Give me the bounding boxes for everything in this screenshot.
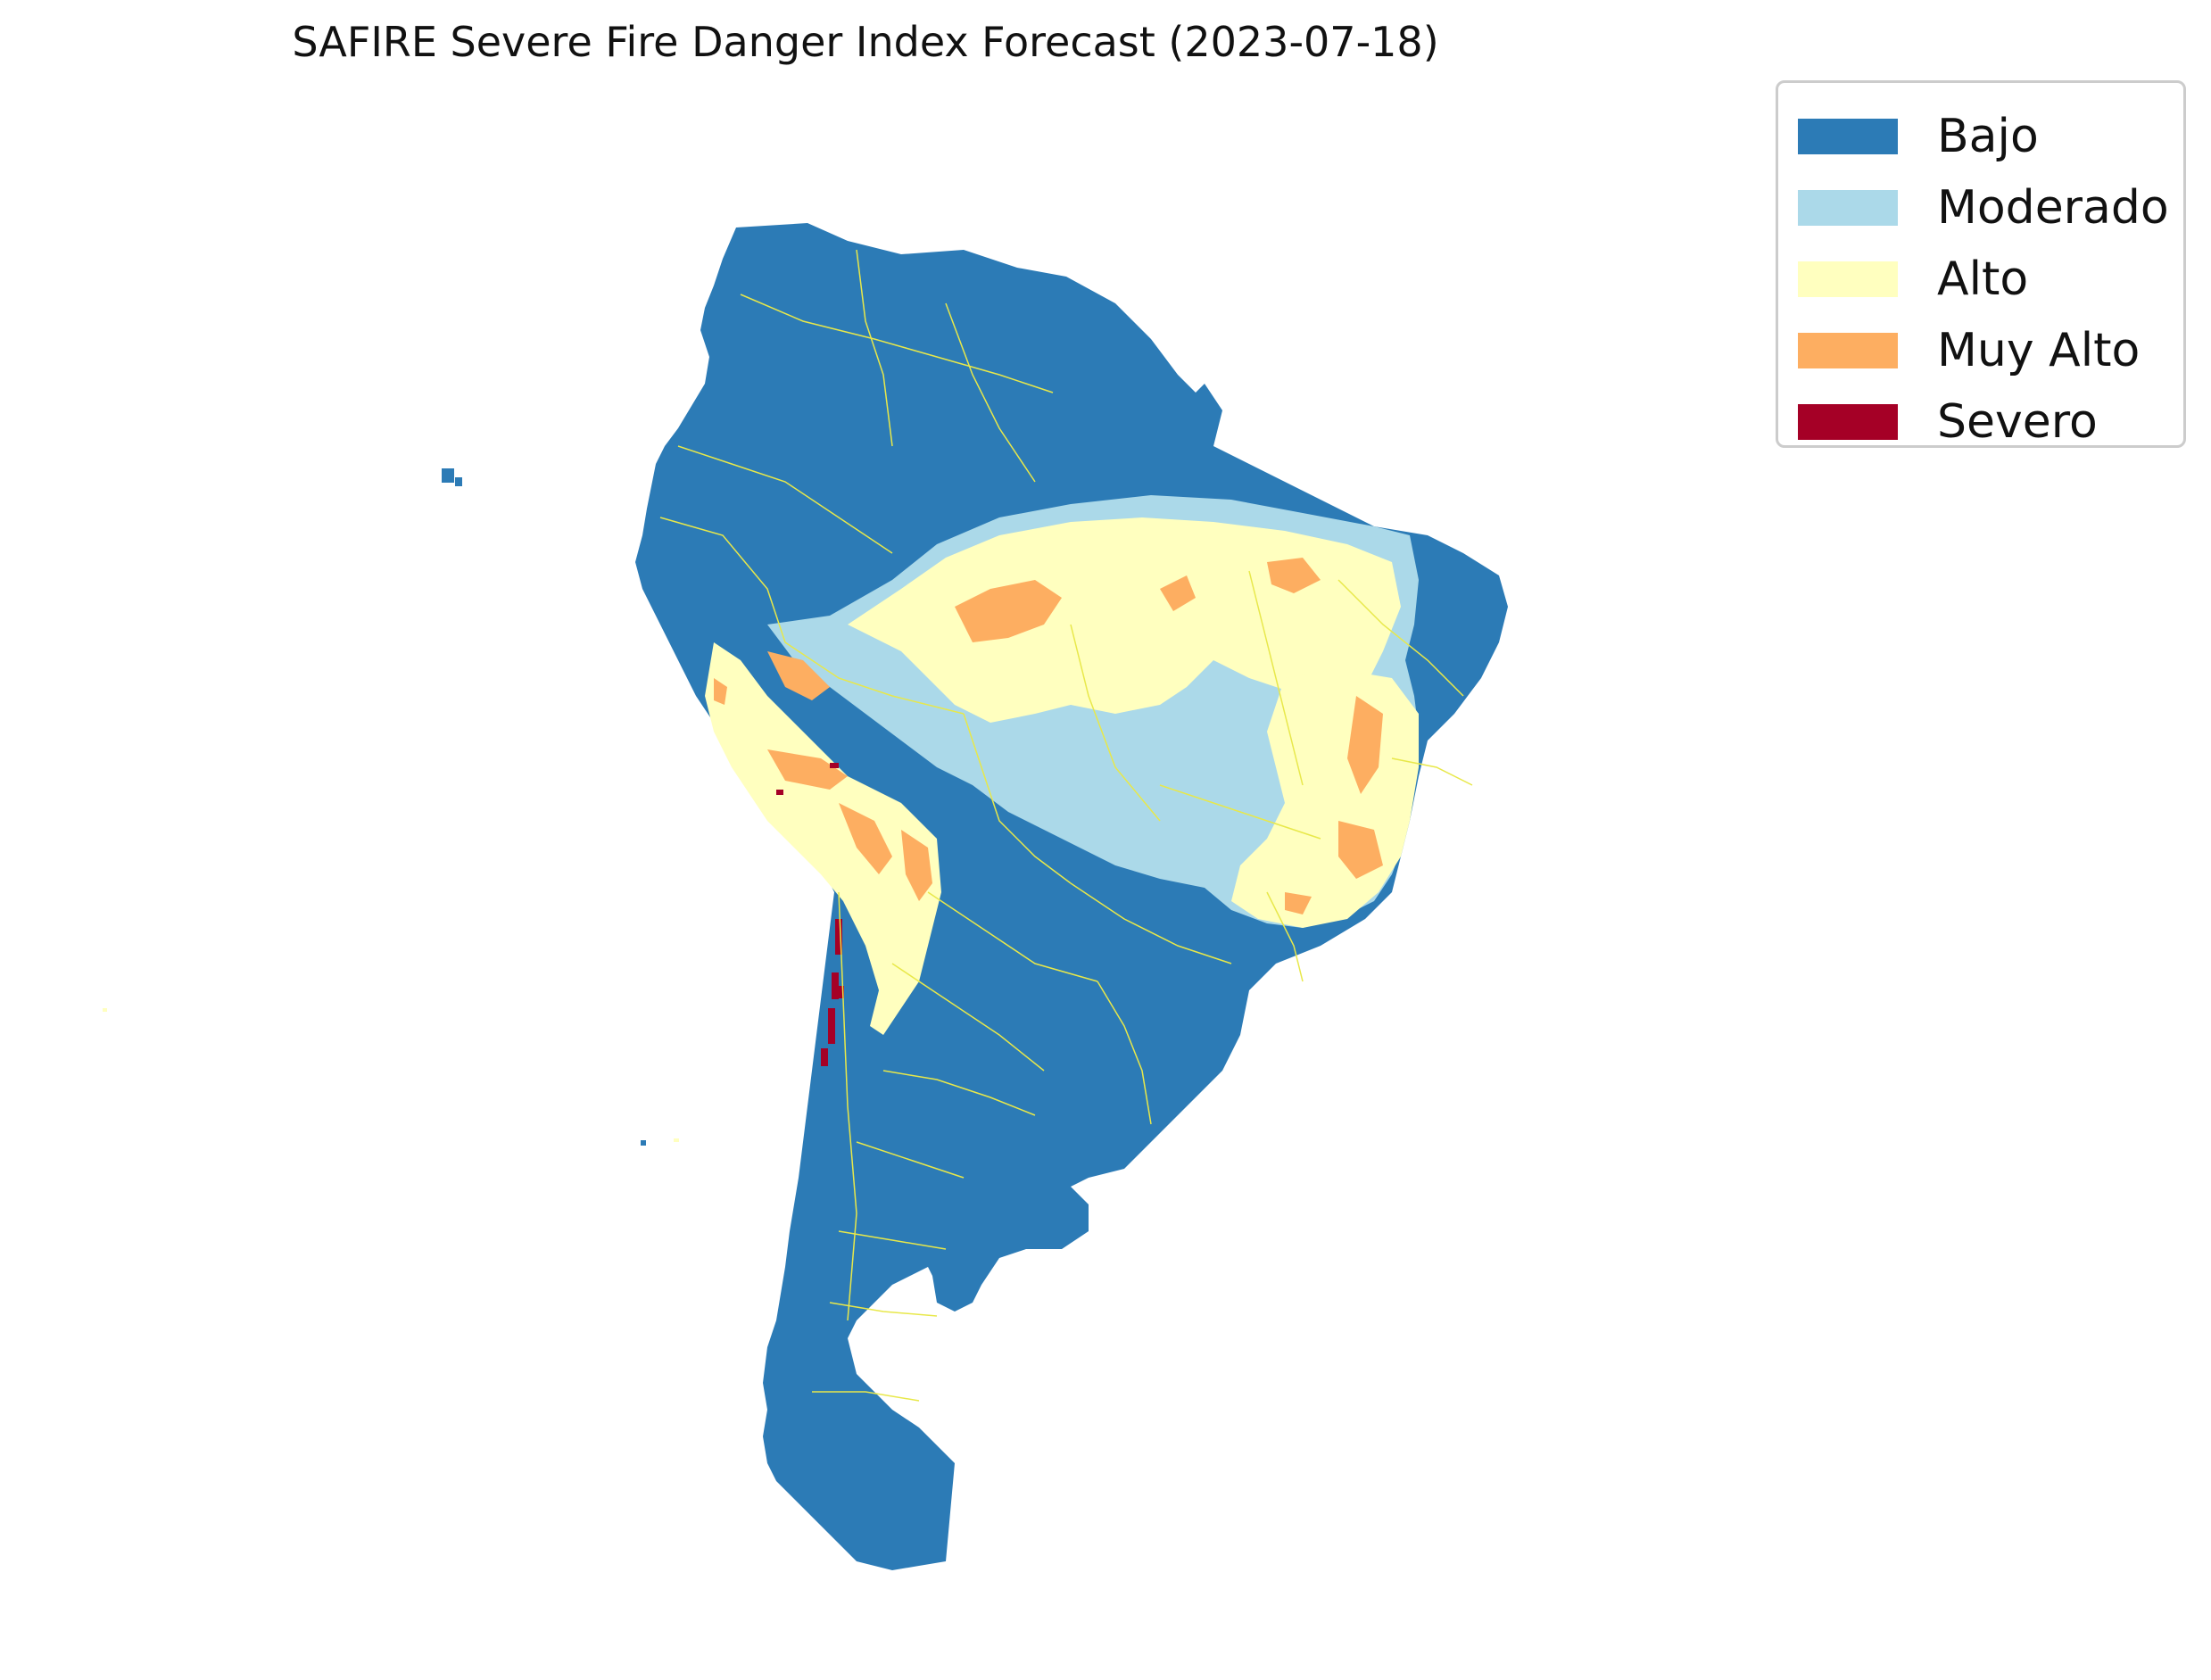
legend-swatch-bajo — [1798, 119, 1898, 154]
muy-alto-patches — [714, 558, 1383, 914]
legend-swatch-severo — [1798, 404, 1898, 440]
legend-label-moderado: Moderado — [1937, 181, 2169, 235]
legend-label-bajo: Bajo — [1937, 110, 2039, 163]
legend-item-severo: Severo — [1798, 386, 2183, 458]
legend-label-severo: Severo — [1937, 395, 2098, 449]
islands — [103, 468, 679, 1146]
legend-item-alto: Alto — [1798, 244, 2183, 315]
legend-label-alto: Alto — [1937, 252, 2029, 306]
alto-zone-central — [848, 517, 1401, 723]
legend: Bajo Moderado Alto Muy Alto Severo — [1776, 80, 2186, 449]
legend-swatch-muy-alto — [1798, 333, 1898, 368]
map-title: SAFIRE Severe Fire Danger Index Forecast… — [292, 18, 1439, 66]
legend-swatch-alto — [1798, 261, 1898, 297]
legend-item-moderado: Moderado — [1798, 172, 2183, 244]
legend-item-muy-alto: Muy Alto — [1798, 315, 2183, 386]
alto-zone-andes — [705, 642, 941, 1035]
legend-item-bajo: Bajo — [1798, 101, 2183, 172]
legend-label-muy-alto: Muy Alto — [1937, 324, 2141, 377]
legend-swatch-moderado — [1798, 190, 1898, 226]
severo-patches — [776, 763, 844, 1066]
region-borders — [659, 249, 1473, 1402]
